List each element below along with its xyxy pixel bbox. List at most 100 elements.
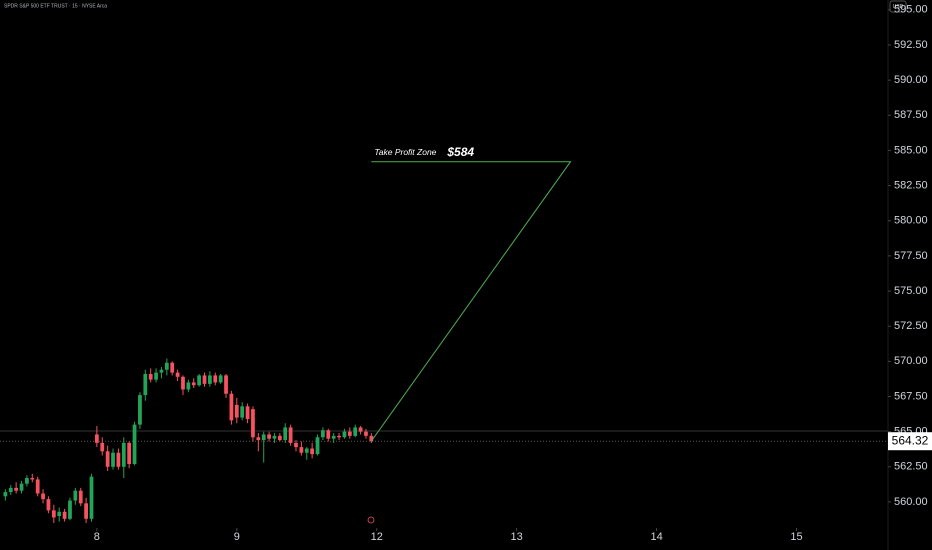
candle-body — [132, 424, 137, 464]
chart-title: SPDR S&P 500 ETF TRUST · 15 · NYSE Arca — [4, 3, 107, 9]
candle-body — [267, 434, 271, 439]
candle-body — [240, 406, 245, 418]
candle-body — [321, 430, 325, 438]
candle-body — [213, 375, 218, 383]
candle-body — [68, 500, 72, 519]
y-tick-label: 577.50 — [894, 250, 928, 262]
currency[interactable]: USD — [893, 4, 904, 10]
y-tick-label: 595.00 — [894, 4, 928, 16]
candle-body — [191, 382, 196, 386]
event-icon[interactable] — [367, 516, 375, 524]
candle-body — [100, 442, 105, 452]
candle-body — [197, 375, 202, 386]
candle-body — [159, 369, 164, 373]
candle-body — [94, 434, 99, 443]
candle-body — [127, 442, 132, 464]
y-tick-label: 592.50 — [894, 39, 928, 51]
y-tick-label: 572.50 — [894, 320, 928, 332]
annotation-label: Take Profit Zone — [374, 147, 436, 157]
candle-body — [148, 373, 153, 380]
y-tick-label: 575.00 — [894, 285, 928, 297]
candle-body — [25, 478, 29, 484]
candle-body — [202, 375, 207, 384]
candle-body — [294, 442, 298, 448]
candle-body — [3, 492, 8, 497]
candle-body — [170, 362, 175, 373]
candle-body — [186, 382, 191, 390]
x-tick-label: 12 — [371, 531, 383, 543]
candle-body — [229, 393, 234, 421]
y-tick-label: 580.00 — [894, 215, 928, 227]
candle-body — [154, 372, 158, 380]
candle-body — [138, 395, 142, 425]
candle-body — [89, 476, 94, 519]
candle-body — [19, 483, 24, 491]
currency-box[interactable] — [889, 0, 907, 13]
candle-body — [299, 447, 304, 453]
candle-body — [14, 487, 19, 491]
candle-body — [78, 490, 83, 504]
x-tick-label: 14 — [650, 531, 662, 543]
last-price-tag — [888, 432, 932, 451]
candle-body — [8, 487, 13, 493]
x-tick-label: 8 — [94, 531, 100, 543]
candle-body — [272, 435, 277, 439]
plot-area — [0, 161, 888, 524]
y-tick-label: 560.00 — [894, 496, 928, 508]
candle-body — [35, 479, 40, 494]
candle-body — [256, 437, 261, 441]
candle-body — [277, 435, 282, 441]
y-tick-label: 590.00 — [894, 74, 928, 86]
candle-body — [218, 375, 223, 383]
candle-body — [245, 406, 250, 419]
annotation-price: $584 — [446, 145, 474, 159]
candle-body — [347, 431, 352, 436]
candle-body — [46, 499, 51, 511]
candle-body — [116, 452, 121, 467]
candle-body — [51, 510, 56, 518]
candle-body — [369, 435, 374, 442]
y-tick-label: 587.50 — [894, 109, 928, 121]
candle-body — [57, 511, 62, 517]
candle-body — [111, 452, 115, 467]
candle-body — [41, 493, 45, 500]
y-tick-label: 562.50 — [894, 461, 928, 473]
candle-body — [331, 435, 336, 439]
y-tick-label: 567.50 — [894, 390, 928, 402]
x-tick-label: 13 — [511, 531, 523, 543]
candle-body — [224, 375, 228, 394]
candle-body — [181, 376, 185, 390]
candle-body — [84, 503, 88, 519]
x-tick-label: 9 — [234, 531, 240, 543]
candle-body — [143, 373, 148, 396]
y-tick-label: 570.00 — [894, 355, 928, 367]
candle-body — [364, 431, 368, 436]
candle-body — [358, 427, 363, 432]
y-tick-label: 585.00 — [894, 144, 928, 156]
candle-body — [164, 362, 169, 370]
target-line — [370, 161, 572, 442]
candle-body — [288, 427, 293, 443]
last-price-label: 564.32 — [892, 433, 929, 447]
candle-body — [337, 435, 341, 438]
candle-body — [304, 448, 309, 453]
candle-body — [62, 511, 67, 519]
candle-body — [310, 448, 315, 455]
candle-body — [342, 431, 347, 438]
candle-body — [121, 442, 126, 467]
candle-body — [251, 409, 255, 438]
candle-body — [234, 404, 239, 418]
candle-body — [208, 375, 212, 384]
candle-body — [30, 478, 35, 480]
candle-body — [353, 427, 358, 436]
x-tick-label: 15 — [790, 531, 802, 543]
candle-body — [73, 490, 78, 501]
candle-body — [175, 372, 180, 377]
candle-body — [315, 437, 320, 455]
candle-body — [283, 427, 288, 441]
y-tick-label: 582.50 — [894, 179, 928, 191]
candle-body — [326, 430, 331, 439]
